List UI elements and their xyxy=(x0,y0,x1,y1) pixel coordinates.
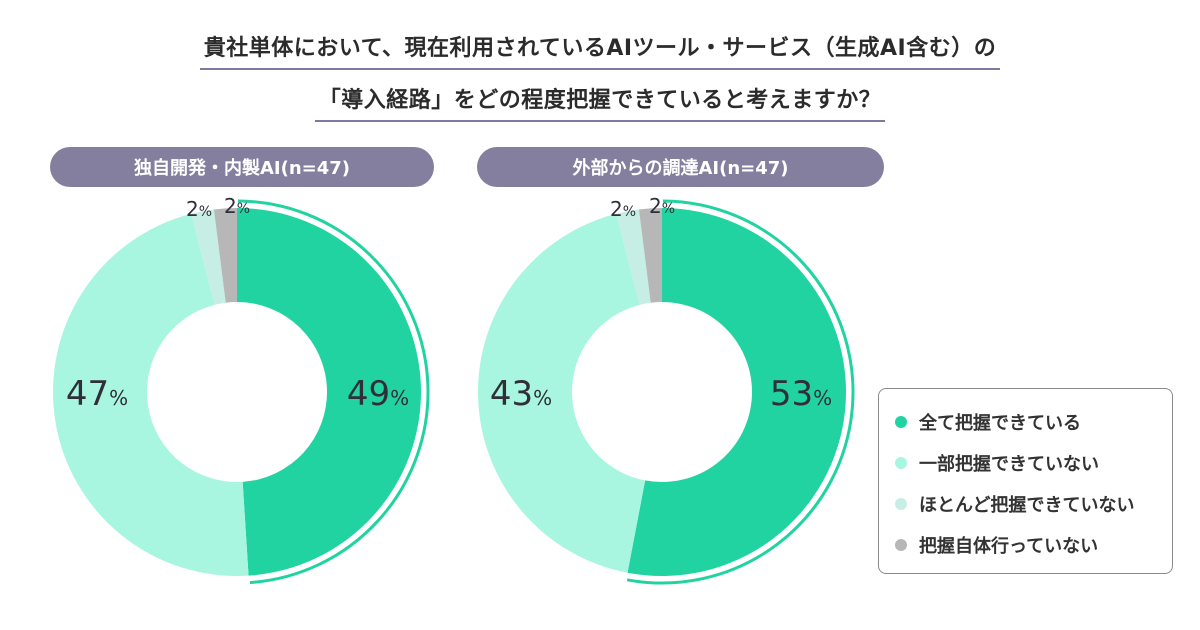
donut-chart-in-house: 49% 47% 2% 2% xyxy=(52,194,430,585)
legend-label-none: 把握自体行っていない xyxy=(919,535,1099,557)
chart-subtitle-in-house: 独自開発・内製AI(n=47) xyxy=(50,147,434,187)
slice-label-partial-external: 43% xyxy=(490,374,552,414)
legend-item-none: 把握自体行っていない xyxy=(895,524,1172,565)
donut-chart-external: 53% 43% 2% 2% xyxy=(477,194,855,585)
slice-label-partial-in-house: 47% xyxy=(66,374,128,414)
slice-partial-in-house xyxy=(52,213,249,576)
legend-label-partial: 一部把握できていない xyxy=(919,453,1099,475)
chart-title: 貴社単体において、現在利用されているAIツール・サービス（生成AI含む）の 「導… xyxy=(0,30,1200,122)
slice-barely-external xyxy=(616,209,651,305)
legend-swatch-all xyxy=(895,415,907,428)
slice-label-all-in-house: 49% xyxy=(347,374,409,414)
slice-none-external xyxy=(638,208,662,303)
legend-label-barely: ほとんど把握できていない xyxy=(919,494,1135,516)
chart-subtitle-external: 外部からの調達AI(n=47) xyxy=(477,147,884,187)
slice-label-none-external: 2% xyxy=(649,194,675,218)
legend-item-all: 全て把握できている xyxy=(895,401,1172,442)
legend-item-partial: 一部把握できていない xyxy=(895,442,1172,483)
legend-swatch-none xyxy=(895,538,907,551)
legend-swatch-barely xyxy=(895,497,907,510)
slice-label-barely-external: 2% xyxy=(610,197,636,221)
slice-none-in-house xyxy=(213,208,237,303)
title-line-2: 「導入経路」をどの程度把握できていると考えますか？ xyxy=(314,82,886,122)
slice-barely-in-house xyxy=(191,209,226,305)
highlight-arc-external xyxy=(626,199,855,585)
title-line-1: 貴社単体において、現在利用されているAIツール・サービス（生成AI含む）の xyxy=(199,30,1001,70)
legend-item-barely: ほとんど把握できていない xyxy=(895,483,1172,524)
legend-swatch-partial xyxy=(895,456,907,469)
slice-label-all-external: 53% xyxy=(770,374,832,414)
slice-all-external xyxy=(627,208,846,576)
slice-label-barely-in-house: 2% xyxy=(186,197,212,221)
slice-label-none-in-house: 2% xyxy=(224,194,250,218)
slice-all-in-house xyxy=(237,208,422,576)
legend-label-all: 全て把握できている xyxy=(919,412,1081,434)
legend: 全て把握できている 一部把握できていない ほとんど把握できていない 把握自体行っ… xyxy=(878,388,1173,574)
highlight-arc-in-house xyxy=(237,199,430,585)
slice-partial-external xyxy=(477,213,646,573)
